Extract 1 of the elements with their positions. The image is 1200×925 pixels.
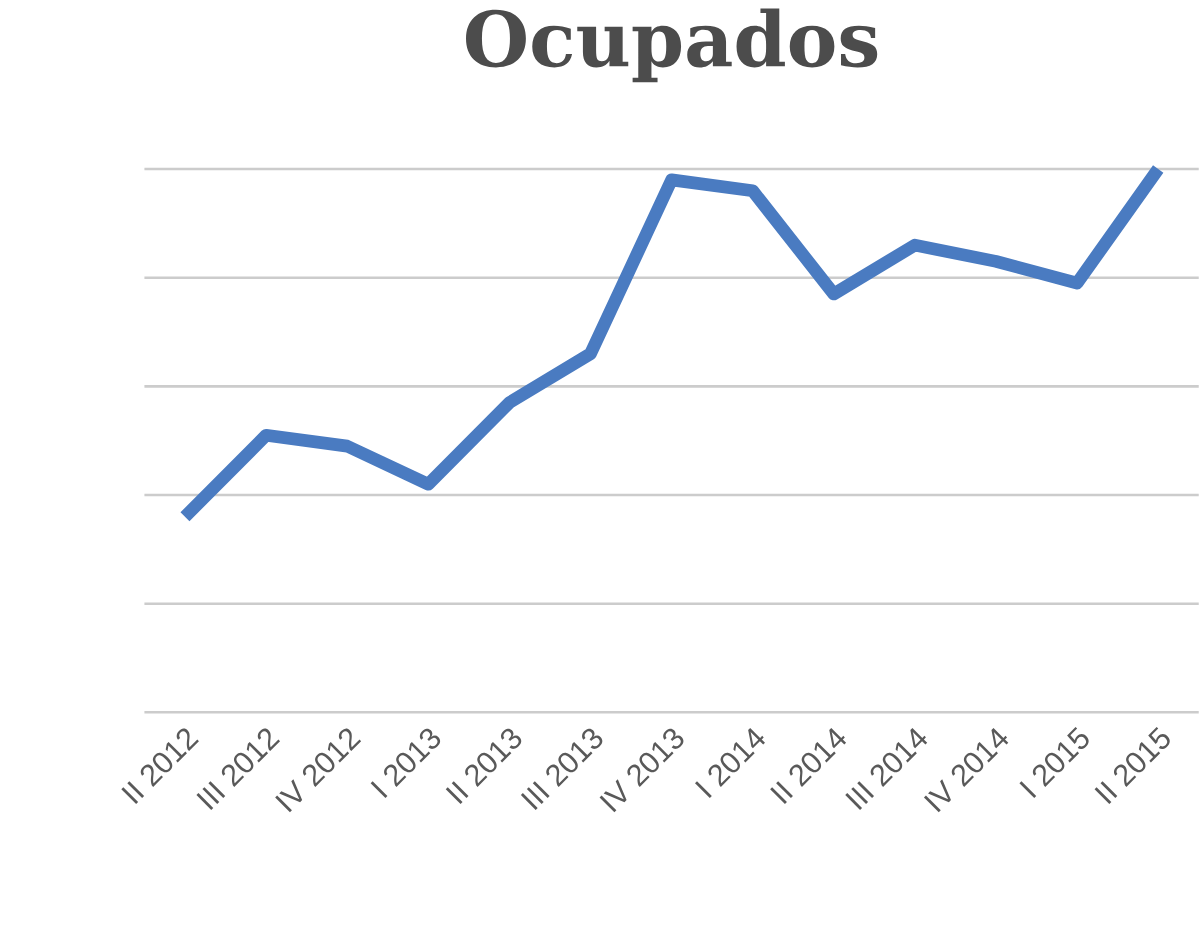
chart-title: Ocupados <box>466 8 878 82</box>
